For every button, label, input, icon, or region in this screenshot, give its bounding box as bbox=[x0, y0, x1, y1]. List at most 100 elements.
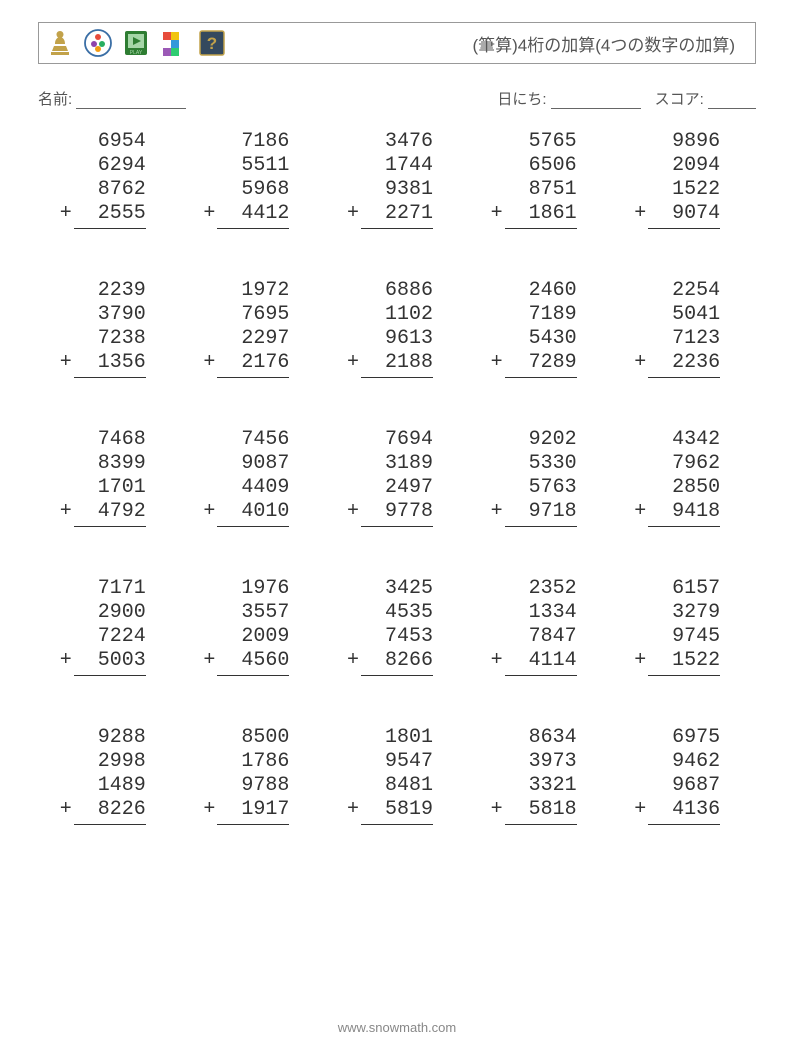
problem-body: 197276952297+2176 bbox=[217, 279, 289, 378]
addend: 2094 bbox=[648, 154, 720, 178]
addition-problem: 695462948762+2555 bbox=[38, 130, 182, 229]
addend-last: +5819 bbox=[361, 798, 433, 825]
score-blank[interactable] bbox=[708, 93, 756, 109]
addend-last: +9718 bbox=[505, 500, 577, 527]
addition-problem: 197276952297+2176 bbox=[182, 279, 326, 378]
addend: 3321 bbox=[505, 774, 577, 798]
addition-problem: 434279622850+9418 bbox=[612, 428, 756, 527]
addition-problem: 197635572009+4560 bbox=[182, 577, 326, 676]
addend-last: +2188 bbox=[361, 351, 433, 378]
addend: 9202 bbox=[505, 428, 577, 452]
chess-piece-icon bbox=[45, 28, 75, 58]
addend: 2239 bbox=[74, 279, 146, 303]
plus-sign: + bbox=[347, 649, 359, 673]
addend: 6954 bbox=[74, 130, 146, 154]
addend: 7694 bbox=[361, 428, 433, 452]
plus-sign: + bbox=[491, 500, 503, 524]
addend: 6886 bbox=[361, 279, 433, 303]
addend: 7695 bbox=[217, 303, 289, 327]
addend: 9288 bbox=[74, 726, 146, 750]
addend: 1972 bbox=[217, 279, 289, 303]
plus-sign: + bbox=[491, 649, 503, 673]
addition-problem: 688611029613+2188 bbox=[325, 279, 469, 378]
addend: 7171 bbox=[74, 577, 146, 601]
problem-body: 769431892497+9778 bbox=[361, 428, 433, 527]
addend-last: +5003 bbox=[74, 649, 146, 676]
addend: 1976 bbox=[217, 577, 289, 601]
addend-last: +4792 bbox=[74, 500, 146, 527]
plus-sign: + bbox=[491, 798, 503, 822]
addend: 9687 bbox=[648, 774, 720, 798]
addend: 7456 bbox=[217, 428, 289, 452]
addend: 9613 bbox=[361, 327, 433, 351]
plus-sign: + bbox=[347, 798, 359, 822]
date-field: 日にち: bbox=[497, 88, 640, 109]
addend: 8634 bbox=[505, 726, 577, 750]
name-blank[interactable] bbox=[76, 93, 186, 109]
addend: 9087 bbox=[217, 452, 289, 476]
date-blank[interactable] bbox=[551, 93, 641, 109]
addend: 5765 bbox=[505, 130, 577, 154]
plus-sign: + bbox=[634, 649, 646, 673]
addend: 4342 bbox=[648, 428, 720, 452]
addend-last: +7289 bbox=[505, 351, 577, 378]
footer-url: www.snowmath.com bbox=[0, 1020, 794, 1035]
plus-sign: + bbox=[491, 202, 503, 226]
addend-last: +2555 bbox=[74, 202, 146, 229]
plus-sign: + bbox=[203, 798, 215, 822]
addition-problem: 225450417123+2236 bbox=[612, 279, 756, 378]
addend-last: +1356 bbox=[74, 351, 146, 378]
addend-last: +5818 bbox=[505, 798, 577, 825]
problem-body: 718655115968+4412 bbox=[217, 130, 289, 229]
addend-last: +1522 bbox=[648, 649, 720, 676]
meta-row: 名前: 日にち: スコア: bbox=[38, 88, 756, 109]
addend: 8751 bbox=[505, 178, 577, 202]
addend: 7224 bbox=[74, 625, 146, 649]
problem-body: 246071895430+7289 bbox=[505, 279, 577, 378]
addition-problem: 718655115968+4412 bbox=[182, 130, 326, 229]
addend: 2352 bbox=[505, 577, 577, 601]
addition-problem: 746883991701+4792 bbox=[38, 428, 182, 527]
plus-sign: + bbox=[634, 202, 646, 226]
name-label: 名前: bbox=[38, 91, 72, 108]
plus-sign: + bbox=[347, 202, 359, 226]
addition-problem: 576565068751+1861 bbox=[469, 130, 613, 229]
addend: 6157 bbox=[648, 577, 720, 601]
addend-last: +9778 bbox=[361, 500, 433, 527]
addend: 3557 bbox=[217, 601, 289, 625]
addend: 1334 bbox=[505, 601, 577, 625]
problem-body: 928829981489+8226 bbox=[74, 726, 146, 825]
addend: 8762 bbox=[74, 178, 146, 202]
addition-problem: 717129007224+5003 bbox=[38, 577, 182, 676]
addend-last: +9074 bbox=[648, 202, 720, 229]
addend: 5330 bbox=[505, 452, 577, 476]
plus-sign: + bbox=[347, 351, 359, 375]
addend: 5968 bbox=[217, 178, 289, 202]
plus-sign: + bbox=[203, 500, 215, 524]
plus-sign: + bbox=[634, 351, 646, 375]
problem-body: 697594629687+4136 bbox=[648, 726, 720, 825]
problem-body: 434279622850+9418 bbox=[648, 428, 720, 527]
addend: 8500 bbox=[217, 726, 289, 750]
score-field: スコア: bbox=[655, 88, 756, 109]
plus-sign: + bbox=[203, 202, 215, 226]
addend-last: +4412 bbox=[217, 202, 289, 229]
addend: 6506 bbox=[505, 154, 577, 178]
addend-last: +4136 bbox=[648, 798, 720, 825]
problem-body: 197635572009+4560 bbox=[217, 577, 289, 676]
addend: 6975 bbox=[648, 726, 720, 750]
addend-last: +4560 bbox=[217, 649, 289, 676]
addend: 3973 bbox=[505, 750, 577, 774]
addend: 3425 bbox=[361, 577, 433, 601]
addition-problem: 246071895430+7289 bbox=[469, 279, 613, 378]
addend: 9381 bbox=[361, 178, 433, 202]
addend: 1489 bbox=[74, 774, 146, 798]
addition-problem: 769431892497+9778 bbox=[325, 428, 469, 527]
addend: 5511 bbox=[217, 154, 289, 178]
worksheet-title: (筆算)4桁の加算(4つの数字の加算) bbox=[472, 31, 745, 56]
addend: 5041 bbox=[648, 303, 720, 327]
worksheet-header: PLAY ? (筆算)4桁の加算(4つの数字の加算) bbox=[38, 22, 756, 64]
problem-body: 850017869788+1917 bbox=[217, 726, 289, 825]
addend: 8481 bbox=[361, 774, 433, 798]
addition-problem: 180195478481+5819 bbox=[325, 726, 469, 825]
